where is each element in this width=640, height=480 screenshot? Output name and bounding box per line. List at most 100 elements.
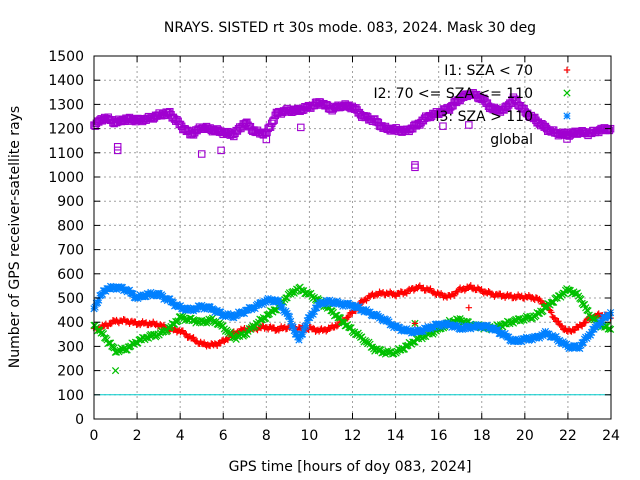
data-point [275,296,283,305]
data-point [182,306,191,314]
data-point [582,319,589,326]
x-tick-label: 16 [430,428,448,444]
y-tick-label: 1300 [48,97,84,113]
x-tick-label: 6 [219,428,228,444]
data-point [270,116,278,124]
outlier-point [113,146,122,155]
data-point [584,307,592,315]
outlier-point [439,122,447,130]
y-tick-label: 200 [57,364,84,380]
outlier-point [111,366,120,375]
data-point [313,304,321,312]
data-point [302,321,310,330]
x-tick-label: 4 [176,428,185,444]
legend-label: I2: 70 <= SZA <= 110 [373,86,533,102]
data-point [359,306,367,314]
data-point [290,326,298,335]
data-point [528,336,536,344]
data-point [500,320,508,328]
y-tick-label: 1500 [48,49,84,65]
data-point [379,317,387,325]
x-tick-label: 10 [301,428,319,444]
data-point [377,313,385,321]
data-point [454,321,462,330]
data-point [93,298,102,307]
outliers [113,121,473,172]
series-3 [90,282,615,353]
data-point [460,324,468,333]
data-point [403,290,410,297]
data-point [294,333,302,341]
data-point [551,314,559,322]
y-tick-label: 1400 [48,73,84,89]
data-point [326,296,334,304]
outlier-point [465,304,473,311]
x-tick-label: 0 [90,428,99,444]
data-point [590,325,598,333]
data-point [571,326,579,334]
data-point [289,323,297,331]
chart-title: NRAYS. SISTED rt 30s mode. 083, 2024. Ma… [164,20,536,36]
series-layer [90,89,615,375]
data-point [129,290,137,298]
outliers [411,304,473,327]
x-tick-label: 8 [262,428,271,444]
y-tick-label: 700 [57,243,84,259]
data-point [348,301,356,310]
legend-label: global [490,132,533,148]
data-point [171,325,178,333]
data-point [262,298,270,306]
data-point [485,287,492,295]
data-point [558,322,566,330]
data-point [344,314,351,321]
data-point [240,309,249,318]
data-point [283,309,291,318]
legend-label: I3: SZA > 110 [435,109,533,125]
data-point [300,326,308,334]
y-tick-label: 800 [57,218,84,234]
data-point [345,313,352,320]
outlier-point [217,146,225,155]
data-point [298,330,307,338]
x-axis-label: GPS time [hours of doy 083, 2024] [229,459,472,475]
x-tick-label: 18 [473,428,491,444]
legend-marker [563,66,571,74]
data-point [95,296,103,304]
data-point [555,318,562,325]
x-tick-label: 20 [516,428,534,444]
data-point [501,329,509,338]
data-point [287,317,295,326]
y-tick-label: 500 [57,291,84,307]
data-point [430,323,438,332]
data-point [352,301,360,310]
data-point [410,287,418,294]
data-point [176,302,185,310]
data-point [278,303,287,311]
data-point [373,292,381,299]
outlier-point [411,161,419,169]
data-point [323,328,330,335]
y-tick-label: 900 [57,194,84,210]
data-point [392,322,400,330]
data-point [423,324,431,333]
data-point [91,303,99,311]
legend-marker [563,135,571,143]
outlier-point [197,150,206,158]
data-point [510,337,519,346]
data-point [332,299,340,308]
outlier-point [465,121,473,129]
x-tick-label: 2 [133,428,142,444]
data-point [310,307,318,316]
outlier-point [262,135,271,144]
data-point [373,310,381,318]
data-point [355,303,364,311]
y-tick-label: 1100 [48,146,84,162]
data-point [309,324,317,332]
data-point [309,310,317,318]
x-tick-label: 12 [344,428,362,444]
data-point [563,340,571,348]
outlier-point [411,320,419,327]
data-point [295,336,303,344]
data-point [107,320,114,328]
data-point [461,287,469,294]
